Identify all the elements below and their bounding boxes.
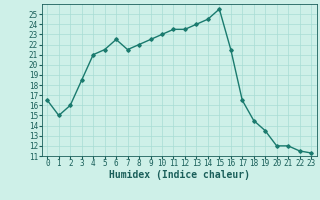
X-axis label: Humidex (Indice chaleur): Humidex (Indice chaleur) [109, 170, 250, 180]
